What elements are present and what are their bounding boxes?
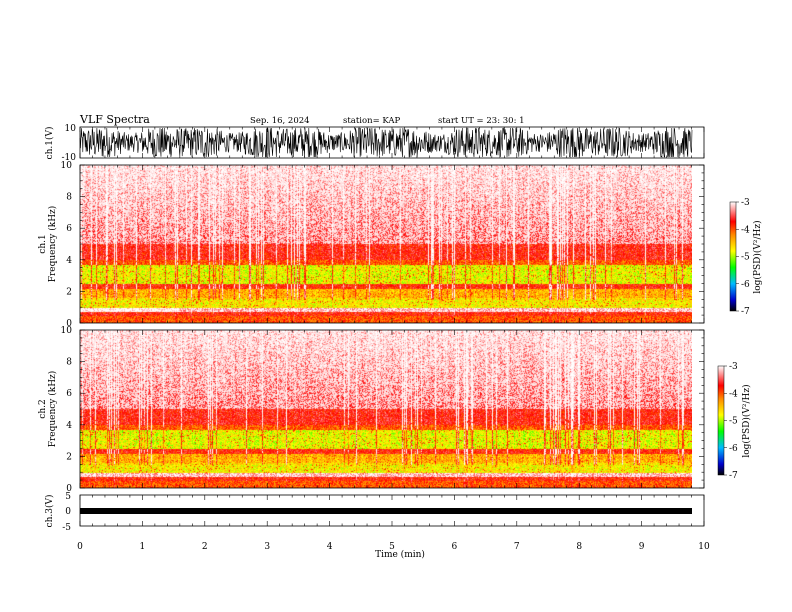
ch1-spectrogram-ylabel-freq: Frequency (kHz) xyxy=(47,206,58,283)
ch1-ytick-10: 10 xyxy=(61,161,73,171)
ch2-ytick-4: 4 xyxy=(66,421,72,431)
time-tick-label-5: 5 xyxy=(389,542,395,552)
time-axis-labels: 0 1 2 3 4 5 6 7 8 9 10 xyxy=(77,542,710,552)
spec1-pixels xyxy=(80,165,692,323)
ch3-ytick-top: 5 xyxy=(65,492,71,502)
ch1-ytick-4: 4 xyxy=(66,256,72,266)
ch2-colorbar xyxy=(717,365,725,476)
ch2-colorbar-ticks: -3 -4 -5 -6 -7 xyxy=(724,362,738,481)
ch2-cbtick-label--6: -6 xyxy=(729,444,738,454)
ch2-ytick-8: 8 xyxy=(66,358,72,368)
time-tick-label-9: 9 xyxy=(639,542,645,552)
ch2-cbtick-label--4: -4 xyxy=(729,389,738,399)
time-tick-label-10: 10 xyxy=(698,542,710,552)
ch2-ytick-2: 2 xyxy=(66,452,72,462)
time-tick-label-3: 3 xyxy=(264,542,270,552)
ch2-spectrogram-ylabel-ch: ch.2 xyxy=(38,399,48,418)
ch1-cbtick-label--7: -7 xyxy=(741,307,750,317)
ch1-colorbar-label: log(PSD)(V²/Hz) xyxy=(752,220,763,293)
ch3-ytick-mid: 0 xyxy=(65,507,71,517)
ch1-ytick-2: 2 xyxy=(66,287,72,297)
ch1-cbtick-label--4: -4 xyxy=(741,225,750,235)
ch1-ytick-top: 10 xyxy=(65,124,77,134)
start-ut-label: start UT = 23: 30: 1 xyxy=(438,116,525,126)
time-tick-label-8: 8 xyxy=(576,542,582,552)
ch1-waveform-panel: 10 -10 ch.1(V) xyxy=(44,124,705,163)
ch1-ytick-8: 8 xyxy=(66,193,72,203)
ch2-cbtick-label--5: -5 xyxy=(729,417,738,427)
ch2-spectrogram-image xyxy=(80,330,692,488)
ch1-cbtick-label--3: -3 xyxy=(741,198,750,208)
time-tick-label-2: 2 xyxy=(202,542,208,552)
time-tick-label-7: 7 xyxy=(514,542,520,552)
time-tick-label-6: 6 xyxy=(452,542,458,552)
ch1-spectrogram-ylabel-ch: ch.1 xyxy=(38,234,48,253)
ch1-ytick-6: 6 xyxy=(66,224,72,234)
ch2-colorbar-label: log(PSD)(V²/Hz) xyxy=(741,384,752,457)
ch1-waveform-line xyxy=(79,127,693,158)
date-label: Sep. 16, 2024 xyxy=(250,116,310,126)
ch1-freq-ticks: 0 2 4 6 8 10 xyxy=(61,161,704,329)
ch1-spectrogram-image xyxy=(80,165,692,323)
ch2-freq-ticks: 0 2 4 6 8 10 xyxy=(61,326,704,494)
time-axis-label: Time (min) xyxy=(375,549,425,560)
ch3-waveform-panel: 5 0 -5 ch.3(V) xyxy=(44,492,705,533)
ch2-cbtick-label--3: -3 xyxy=(729,362,738,372)
ch1-waveform-ylabel: ch.1(V) xyxy=(44,127,55,160)
time-tick-label-4: 4 xyxy=(327,542,333,552)
time-axis-ticks xyxy=(79,127,705,526)
ch2-ytick-0: 0 xyxy=(66,484,72,494)
station-label: station= KAP xyxy=(343,116,401,126)
ch1-cbtick-label--5: -5 xyxy=(741,253,750,263)
spec2-pixels xyxy=(80,330,692,488)
ch2-spectrogram-ylabel-freq: Frequency (kHz) xyxy=(47,371,58,448)
ch1-colorbar-ticks: -3 -4 -5 -6 -7 xyxy=(736,198,750,317)
ch3-ytick-bottom: -5 xyxy=(62,523,71,533)
ch2-cbtick-label--7: -7 xyxy=(729,471,738,481)
ch3-waveform-ylabel: ch.3(V) xyxy=(44,495,55,528)
time-tick-label-0: 0 xyxy=(77,542,83,552)
ch1-colorbar xyxy=(729,201,737,312)
chart-title: VLF Spectra xyxy=(79,113,150,126)
ch1-waveform-trace xyxy=(79,127,693,158)
ch1-cbtick-label--6: -6 xyxy=(741,280,750,290)
ch1-ytick-0: 0 xyxy=(66,319,72,329)
ch2-ytick-10: 10 xyxy=(61,326,73,336)
time-tick-label-1: 1 xyxy=(140,542,146,552)
ch3-waveform-trace xyxy=(80,508,692,514)
ch1-ytick-bottom: -10 xyxy=(62,153,77,163)
ch2-ytick-6: 6 xyxy=(66,389,72,399)
